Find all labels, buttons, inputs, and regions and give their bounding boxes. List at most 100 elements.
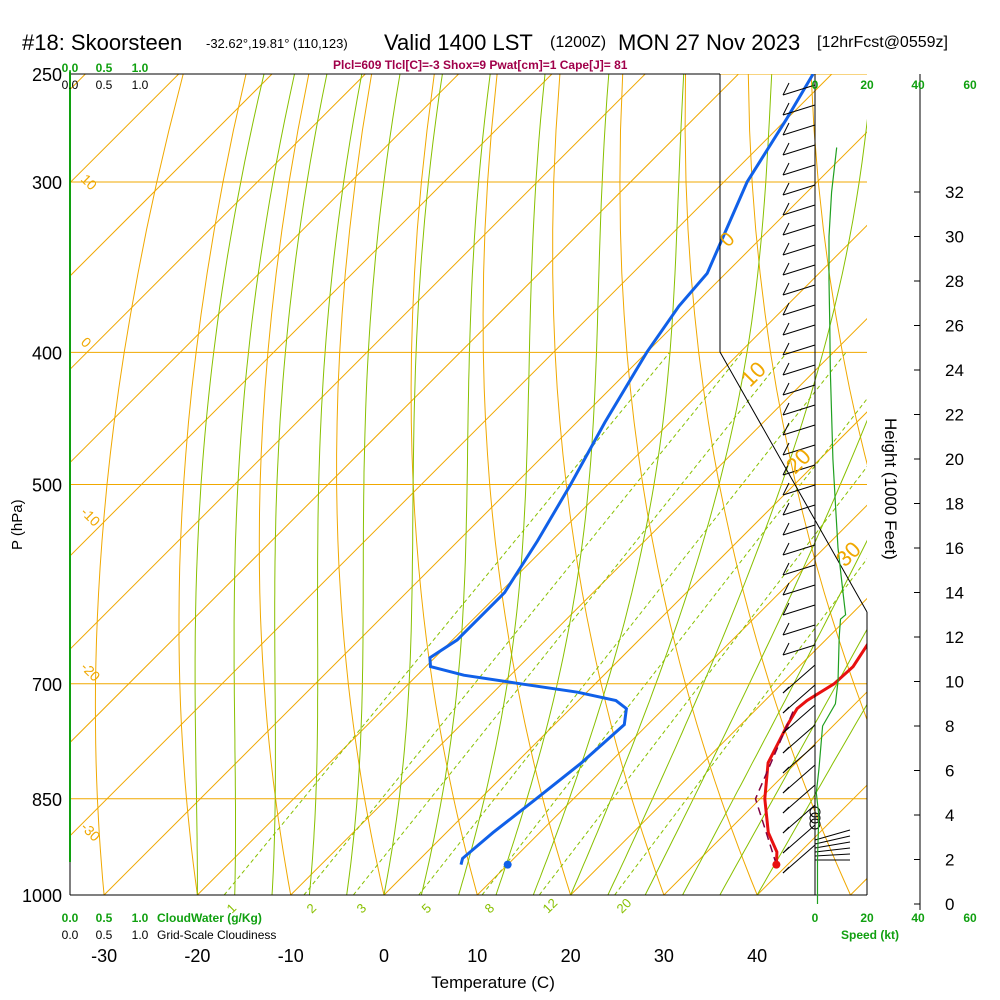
speed-axis-title: Speed (kt) [841,928,899,942]
moist-adiabat-line [346,74,401,895]
wind-barb-staff [782,124,816,136]
moist-adiabat-line [233,74,295,895]
wind-barb-flag [782,522,790,536]
chart-grid [70,74,867,895]
wind-barb-flag [782,122,790,136]
moist-adiabat-line [495,74,610,895]
moist-adiabat-line [607,118,867,895]
moist-adiabat-line [308,74,363,895]
speed-scale-bottom-label: 40 [911,911,925,925]
mixing-ratio-line [538,465,867,895]
forecast-date: MON 27 Nov 2023 [618,30,801,55]
wind-barb-staff [782,564,816,576]
height-tick-label: 32 [945,183,964,202]
cloud-scale-top-label: 0.0 [62,61,79,75]
temperature-tick-label: 40 [747,946,767,966]
wind-barb-flag [782,222,790,236]
wind-barb-flag [782,162,790,176]
wind-barb-flag [782,282,790,296]
dry-adiabat-line [684,74,851,895]
wind-barb-flag [782,846,790,854]
height-tick-label: 6 [945,762,954,781]
wind-barb-flag [782,622,790,636]
station-title: #18: Skoorsteen [22,30,183,55]
pressure-tick-label: 300 [32,173,62,193]
cloudiness-scale-bottom-label: 1.0 [132,928,149,942]
dry-adiabat-line [178,74,247,895]
wind-barb-flag [782,102,790,116]
temperature-tick-label: 10 [467,946,487,966]
wind-barb-flag [782,142,790,156]
height-tick-label: 18 [945,495,964,514]
wind-barb-staff [782,204,816,216]
dry-adiabat-line [410,74,478,895]
height-tick-label: 28 [945,272,964,291]
height-tick-label: 2 [945,851,954,870]
speed-scale-top-label: 40 [911,78,925,92]
wind-barb-staff [782,164,816,176]
wind-barb-staff [782,544,816,556]
wind-barb-staff [782,524,816,536]
surface-wind-barb [814,853,851,857]
cloudiness-legend: Grid-Scale Cloudiness [157,928,276,942]
pressure-tick-label: 850 [32,790,62,810]
mixing-ratio-label: 20 [614,895,635,916]
isotherm-line [850,877,867,895]
wind-barb-staff [782,364,816,376]
wind-barb-flag [782,182,790,196]
valid-time: Valid 1400 LST [384,30,533,55]
cloud-scale-top-label: 1.0 [132,61,149,75]
wind-barb-flag [782,826,790,834]
cloudiness-scale-top-label: 1.0 [132,78,149,92]
surface-wind-barb [814,841,851,849]
speed-scale-top-label: 0 [812,78,819,92]
wind-barb-flag [782,82,790,96]
mixing-ratio-line [418,352,847,895]
dry-adiabat-line [94,74,184,895]
speed-scale-bottom-label: 0 [812,911,819,925]
height-tick-label: 26 [945,317,964,336]
wind-barb-flag [782,542,790,556]
wind-barb-flag [782,242,790,256]
isotherm-line [70,74,459,464]
height-tick-label: 8 [945,717,954,736]
wind-barb-staff [782,484,816,496]
wind-barb-flag [782,866,790,874]
wind-barb-flag [782,726,790,734]
diagonal-separator [719,74,868,613]
speed-scale-bottom-label: 60 [963,911,977,925]
wind-barb-staff [782,644,816,656]
wind-barb-staff [782,344,816,356]
height-tick-label: 20 [945,450,964,469]
moist-adiabat-line [271,74,328,895]
dry-adiabat-line [482,74,572,895]
cloud-scale-bottom-label: 1.0 [132,911,149,925]
wind-barb-flag [782,806,790,814]
moist-adiabat-line [458,74,546,895]
height-tick-label: 24 [945,361,964,380]
height-tick-label: 16 [945,539,964,558]
wind-barb-flag [782,262,790,276]
height-tick-label: 10 [945,673,964,692]
pressure-tick-label: 1000 [22,886,62,906]
dry-adiabat-line [810,74,867,466]
isotherm-line [70,74,366,371]
cloud-scale-bottom-label: 0.0 [62,911,79,925]
surface-temperature-dot [772,860,781,869]
cloudiness-scale-bottom-label: 0.0 [62,928,79,942]
isotherm-label: 0 [78,334,95,351]
cloudwater-legend: CloudWater (g/Kg) [157,911,262,925]
wind-barb-flag [782,502,790,516]
temperature-tick-label: 0 [379,946,389,966]
wind-speed-profile [815,147,847,904]
temperature-tick-label: -20 [184,946,210,966]
mixing-ratio-line [303,352,743,895]
wind-barb-staff [782,384,816,396]
mixing-ratio-label: 5 [419,900,435,916]
wind-barb-flag [782,582,790,596]
pressure-tick-label: 400 [32,343,62,363]
height-axis-title: Height (1000 Feet) [881,418,900,560]
mixing-ratio-line [614,558,867,895]
wind-barb-flag [782,442,790,456]
